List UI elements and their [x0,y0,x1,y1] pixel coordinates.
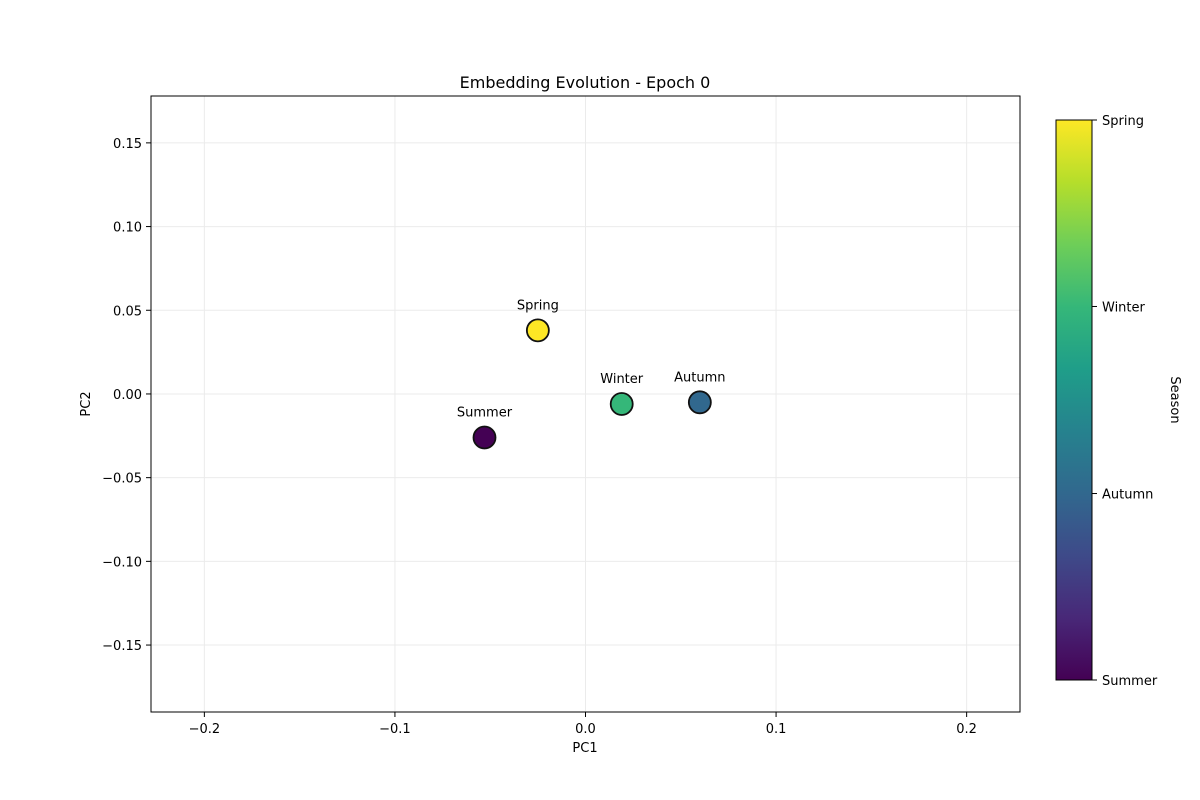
colorbar-ticks: Summer Autumn Winter Spring [1092,114,1158,689]
colorbar-tick-label: Summer [1102,674,1158,689]
colorbar-tick-label: Winter [1102,300,1146,315]
x-tick-label: 0.2 [956,722,977,737]
data-point [525,318,550,343]
y-tick-label: 0.15 [113,137,142,152]
colorbar-tick-label: Autumn [1102,488,1153,503]
grid [151,96,1020,712]
colorbar-tick-label: Spring [1102,114,1144,129]
y-tick-label: 0.05 [113,304,142,319]
y-tick-label: 0.10 [113,221,142,236]
colorbar-label: Season [1167,376,1182,423]
y-tick-label: −0.05 [102,472,142,487]
y-tick-label: −0.10 [102,555,142,570]
point-label: Autumn [674,370,725,385]
y-axis: 0.15 0.10 0.05 0.00 −0.05 −0.10 −0.15 [102,137,151,654]
point-label: Winter [600,372,644,387]
colorbar [1055,119,1093,681]
data-point [472,425,497,450]
point-label: Summer [457,405,513,420]
x-tick-label: 0.0 [575,722,596,737]
x-axis-label: PC1 [572,741,597,756]
x-tick-label: −0.1 [379,722,411,737]
x-tick-label: −0.2 [189,722,221,737]
y-tick-label: 0.00 [113,388,142,403]
x-axis: −0.2 −0.1 0.0 0.1 0.2 [189,712,977,737]
data-points: Spring Winter Autumn Summer [457,298,726,450]
y-axis-label: PC2 [79,391,94,416]
y-tick-label: −0.15 [102,639,142,654]
x-tick-label: 0.1 [766,722,787,737]
data-point [609,392,634,416]
data-point [687,390,712,415]
point-label: Spring [517,298,559,313]
chart-title: Embedding Evolution - Epoch 0 [460,73,711,92]
